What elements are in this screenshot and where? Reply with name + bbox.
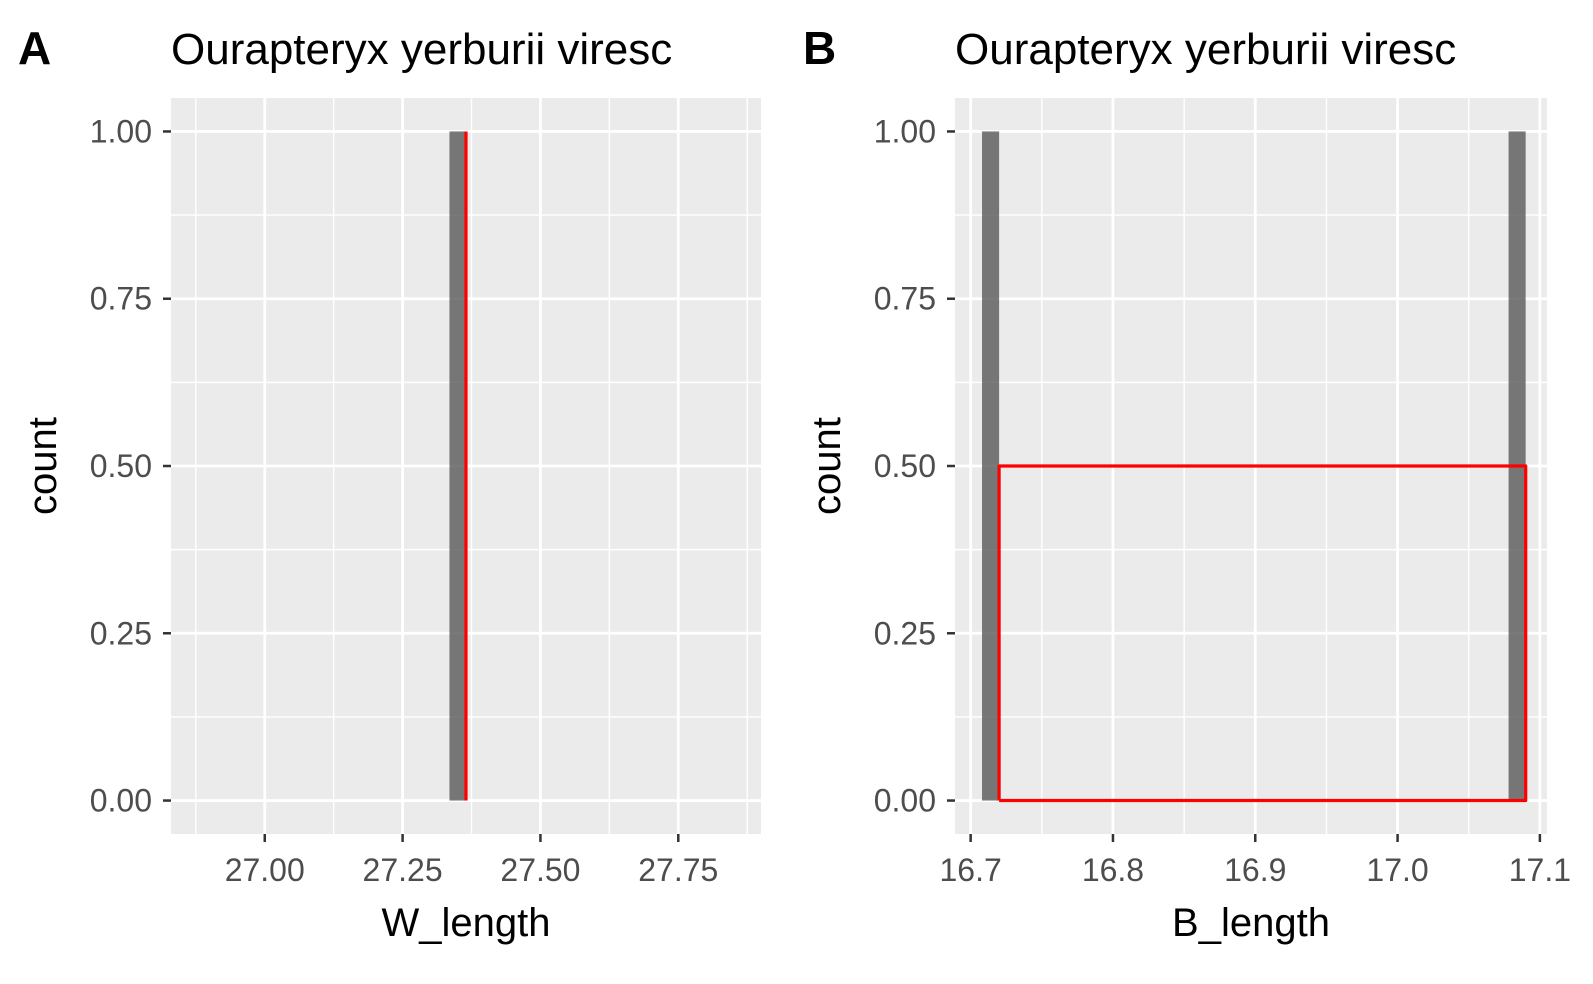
y-tick-label: 0.00 — [874, 783, 936, 819]
x-tick-label: 17.0 — [1366, 852, 1428, 888]
x-axis-title: W_length — [382, 901, 551, 945]
y-axis-title: count — [805, 417, 849, 515]
y-tick-label: 0.75 — [874, 281, 936, 317]
overlay-line — [997, 464, 1528, 803]
y-tick-label: 1.00 — [90, 113, 152, 149]
y-tick-label: 1.00 — [874, 113, 936, 149]
y-tick-label: 0.50 — [90, 448, 152, 484]
x-tick-label: 27.25 — [363, 852, 443, 888]
x-tick-label: 27.75 — [638, 852, 718, 888]
x-tick-label: 16.7 — [940, 852, 1002, 888]
chart-panel-b: 16.7 16.8 16.9 17.0 17.1 0.00 0.25 0.50 0.75 1.00… — [803, 22, 1571, 945]
histogram-bar — [449, 131, 466, 801]
y-tick-label: 0.00 — [90, 783, 152, 819]
x-tick-label: 27.00 — [225, 852, 305, 888]
chart-title: Ourapteryx yerburii viresc — [955, 25, 1456, 74]
chart-title: Ourapteryx yerburii viresc — [171, 25, 672, 74]
y-tick-label: 0.75 — [90, 281, 152, 317]
x-tick-label: 16.9 — [1224, 852, 1286, 888]
x-tick-label: 17.1 — [1509, 852, 1571, 888]
chart-panel-a: 27.00 27.25 27.50 27.75 0.00 0.25 0.50 0.75 1.00… — [18, 22, 761, 945]
y-tick-label: 0.25 — [874, 615, 936, 651]
panel-letter: A — [18, 22, 51, 74]
panel-letter: B — [803, 22, 836, 74]
histogram-bar — [982, 131, 1000, 801]
y-tick-label: 0.50 — [874, 448, 936, 484]
y-tick-label: 0.25 — [90, 615, 152, 651]
x-tick-label: 27.50 — [500, 852, 580, 888]
y-axis-title: count — [21, 417, 65, 515]
x-tick-label: 16.8 — [1082, 852, 1144, 888]
x-axis-title: B_length — [1172, 901, 1330, 945]
